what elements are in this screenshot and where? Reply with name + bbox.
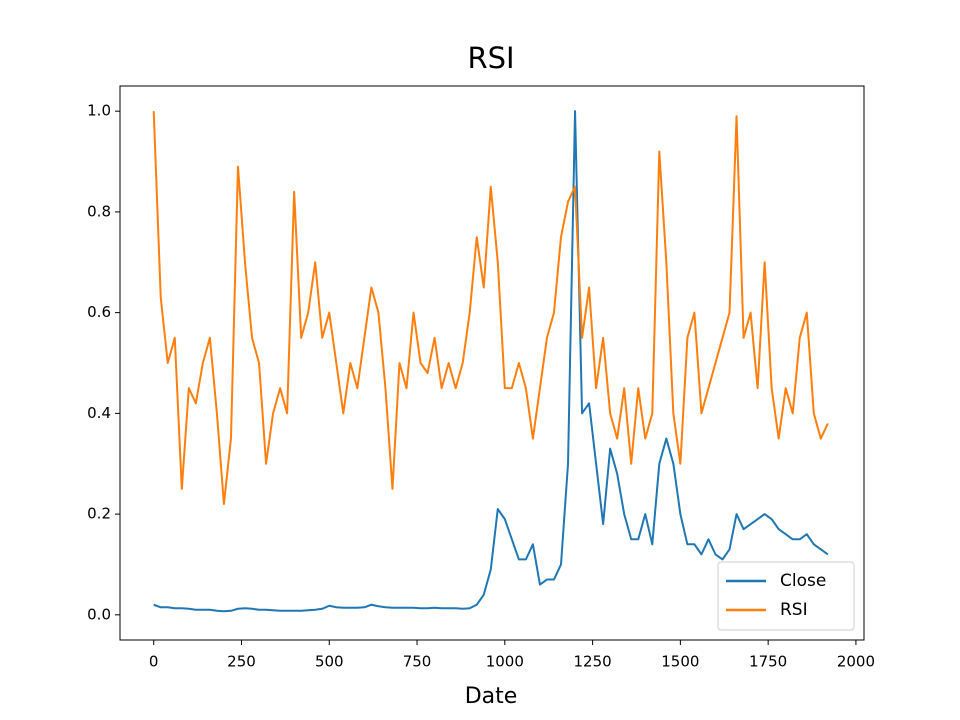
chart-title: RSI [467,41,514,75]
y-tick-label: 0.8 [87,202,111,220]
y-tick-label: 0.6 [87,303,111,321]
x-tick-label: 500 [315,653,344,671]
x-tick-label: 1000 [486,653,524,671]
y-tick-label: 0.0 [87,605,111,623]
x-tick-label: 1250 [573,653,611,671]
line-series [153,110,829,613]
legend: Close RSI [717,561,855,631]
x-tick-label: 250 [227,653,256,671]
x-tick-label: 1750 [749,653,787,671]
legend-box [717,561,855,631]
legend-label: Close [780,571,826,591]
x-tick-label: 750 [403,653,432,671]
x-tick-label: 0 [149,653,159,671]
legend-label: RSI [780,600,808,620]
x-tick-label: 2000 [837,653,875,671]
x-axis-label: Date [465,684,518,709]
plot-frame [119,85,865,641]
line-series [152,111,829,506]
y-tick-label: 1.0 [87,102,111,120]
x-tick-label: 1500 [661,653,699,671]
y-tick-label: 0.4 [87,404,111,422]
y-tick-label: 0.2 [87,505,111,523]
